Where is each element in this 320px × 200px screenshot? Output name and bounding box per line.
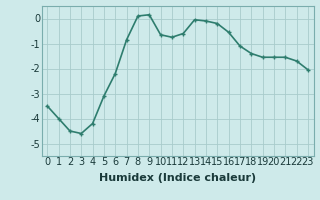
X-axis label: Humidex (Indice chaleur): Humidex (Indice chaleur) bbox=[99, 173, 256, 183]
